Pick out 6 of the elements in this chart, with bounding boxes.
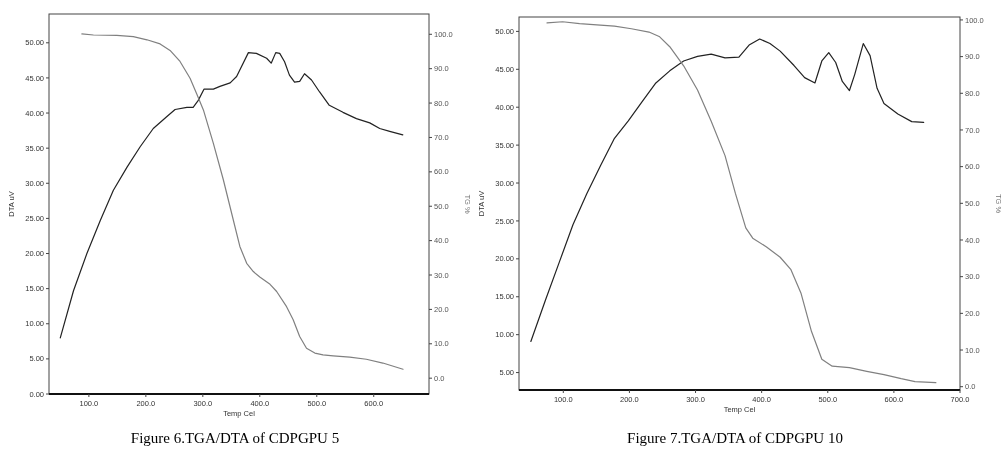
text: Figure 7.TGA/DTA of CDPGPU 10 [627, 430, 843, 446]
line-series [59, 52, 404, 339]
line-series [81, 33, 404, 370]
line-series [530, 38, 925, 343]
text: Figure 6.TGA/DTA of CDPGPU 5 [130, 430, 340, 446]
line-series [546, 21, 937, 384]
